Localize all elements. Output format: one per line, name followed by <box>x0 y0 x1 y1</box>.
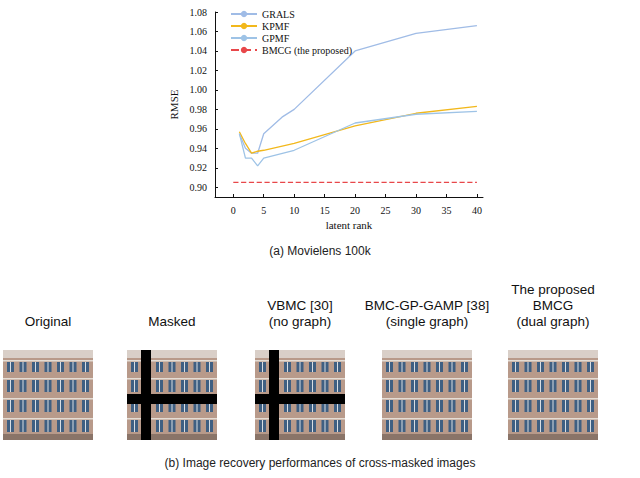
svg-text:15: 15 <box>320 205 330 216</box>
html-text:The proposed: The proposed <box>511 282 595 297</box>
svg-text:latent rank: latent rank <box>326 219 373 231</box>
svg-text:GRALS: GRALS <box>262 9 295 20</box>
svg-text:25: 25 <box>381 205 391 216</box>
svg-text:5: 5 <box>261 205 266 216</box>
svg-text:1.00: 1.00 <box>190 84 208 95</box>
svg-text:35: 35 <box>441 205 451 216</box>
svg-text:KPMF: KPMF <box>262 21 290 32</box>
html-text:(no graph): (no graph) <box>268 314 332 329</box>
html-text:BMCG: BMCG <box>532 298 574 313</box>
svg-text:0.90: 0.90 <box>190 182 208 193</box>
svg-text:BMCG (the proposed): BMCG (the proposed) <box>262 45 352 57</box>
html-text:(a) Movielens 100k: (a) Movielens 100k <box>269 244 371 258</box>
html-text:VBMC [30]: VBMC [30] <box>267 298 333 313</box>
svg-text:1.08: 1.08 <box>190 7 208 18</box>
svg-text:1.06: 1.06 <box>190 26 208 37</box>
svg-text:0.96: 0.96 <box>190 123 208 134</box>
svg-text:0: 0 <box>231 205 236 216</box>
svg-text:0.94: 0.94 <box>190 143 208 154</box>
svg-text:40: 40 <box>472 205 482 216</box>
svg-text:0.98: 0.98 <box>190 104 208 115</box>
html-text:(b) Image recovery performance: (b) Image recovery performances of cross… <box>164 456 476 470</box>
html-text:Masked: Masked <box>148 314 196 329</box>
svg-text:GPMF: GPMF <box>262 33 290 44</box>
svg-text:1.02: 1.02 <box>190 65 208 76</box>
html-text:(dual graph): (dual graph) <box>516 314 590 329</box>
svg-text:1.04: 1.04 <box>190 45 208 56</box>
html-text:Original: Original <box>24 314 72 329</box>
svg-text:30: 30 <box>411 205 421 216</box>
html-text:(single graph): (single graph) <box>385 314 469 329</box>
svg-text:0.92: 0.92 <box>190 162 208 173</box>
svg-text:10: 10 <box>289 205 299 216</box>
svg-text:20: 20 <box>350 205 360 216</box>
html-text:BMC-GP-GAMP [38]: BMC-GP-GAMP [38] <box>364 298 490 313</box>
svg-text:RMSE: RMSE <box>168 89 180 119</box>
